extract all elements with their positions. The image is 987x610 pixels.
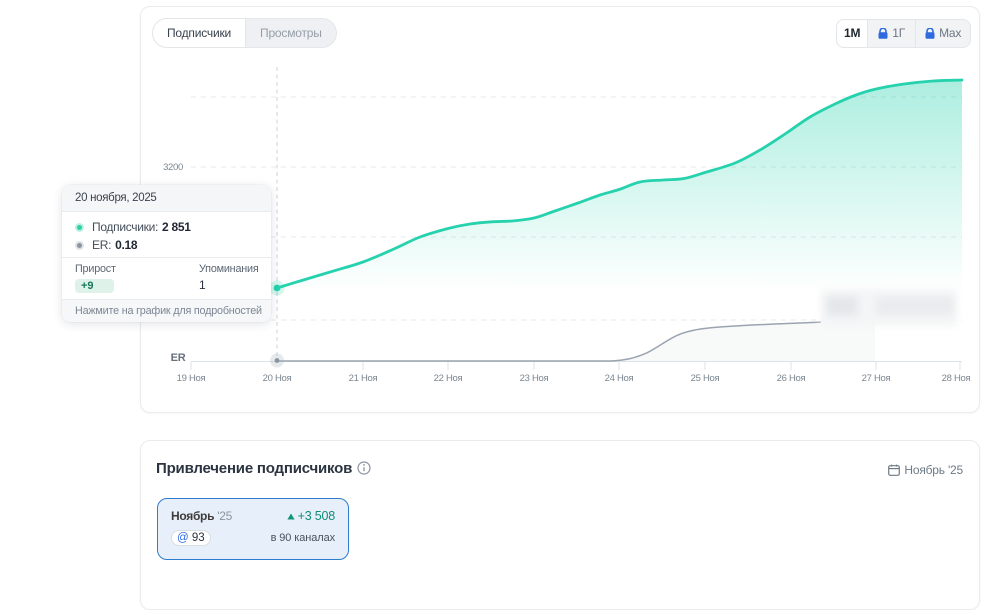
svg-text:27 Ноя: 27 Ноя xyxy=(862,373,891,384)
svg-text:ER: ER xyxy=(171,352,186,364)
svg-text:20 Ноя: 20 Ноя xyxy=(263,373,292,384)
svg-text:3200: 3200 xyxy=(163,162,183,173)
svg-text:23 Ноя: 23 Ноя xyxy=(520,373,549,384)
svg-text:28 Ноя: 28 Ноя xyxy=(942,373,971,384)
svg-text:25 Ноя: 25 Ноя xyxy=(691,373,720,384)
svg-text:19 Ноя: 19 Ноя xyxy=(177,373,206,384)
svg-text:24 Ноя: 24 Ноя xyxy=(605,373,634,384)
svg-text:22 Ноя: 22 Ноя xyxy=(434,373,463,384)
svg-text:26 Ноя: 26 Ноя xyxy=(777,373,806,384)
svg-text:21 Ноя: 21 Ноя xyxy=(349,373,378,384)
